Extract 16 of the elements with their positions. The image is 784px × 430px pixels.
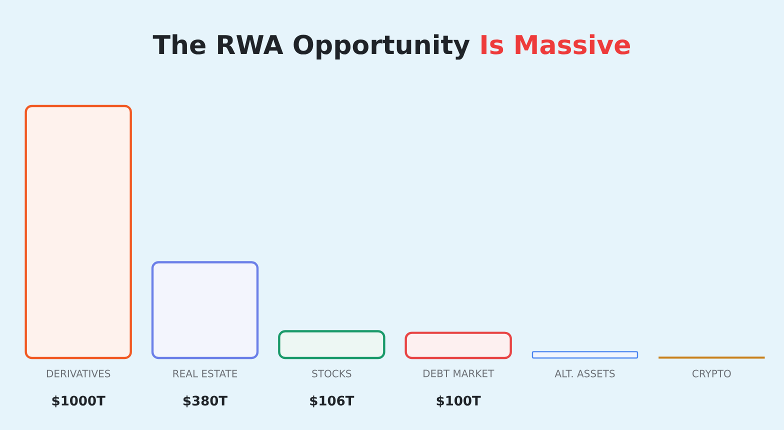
x-tick-label: DERIVATIVES <box>46 370 110 378</box>
data-label: $100T <box>436 396 481 408</box>
x-tick-label: STOCKS <box>312 370 352 378</box>
x-tick-label: REAL ESTATE <box>173 370 238 378</box>
bar <box>151 261 259 360</box>
chart-title: The RWA Opportunity Is Massive <box>152 34 630 60</box>
x-tick-label: CRYPTO <box>692 370 731 378</box>
bar <box>278 330 386 360</box>
data-label: $106T <box>310 396 354 408</box>
x-tick-label: DEBT MARKET <box>424 370 494 378</box>
bar <box>532 351 638 359</box>
data-label: $1000T <box>52 396 106 408</box>
data-label: $380T <box>184 396 228 408</box>
bar <box>24 104 132 360</box>
bar <box>404 332 512 360</box>
x-tick-label: ALT. ASSETS <box>554 370 615 378</box>
